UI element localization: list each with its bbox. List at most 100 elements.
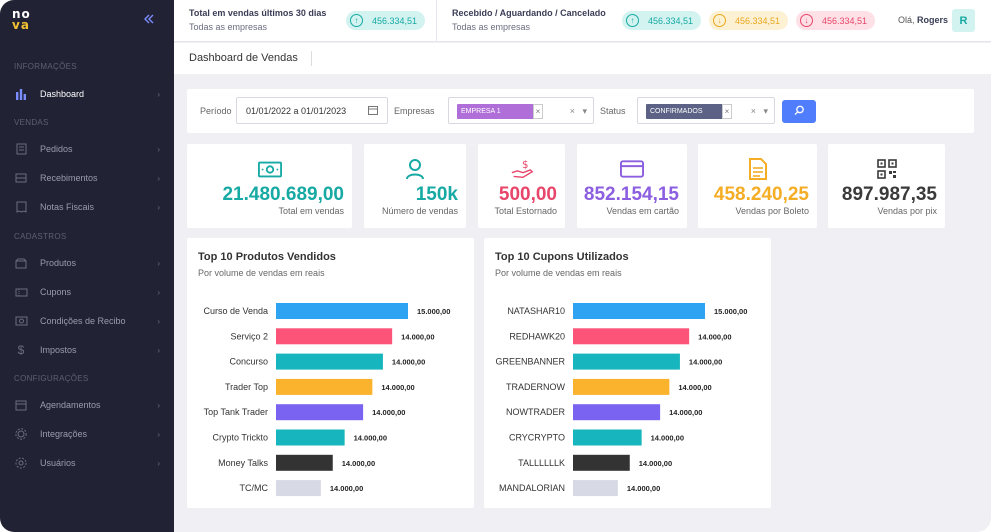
sidebar-item-impostos[interactable]: $ Impostos › — [14, 342, 160, 358]
logo-top: no — [12, 7, 31, 21]
calendar-icon[interactable] — [368, 105, 378, 118]
kpi-value: 500,00 — [498, 184, 557, 205]
kpi-sales-count: 150k Número de vendas — [364, 144, 466, 228]
companies-select[interactable]: EMPRESA 1 × × ▾ — [448, 97, 594, 124]
sidebar-item-label: Agendamentos — [40, 400, 101, 410]
avatar[interactable]: R — [952, 9, 975, 32]
clear-icon[interactable]: × — [569, 106, 575, 116]
top-bar: Total em vendas últimos 30 dias Todas as… — [174, 0, 991, 42]
bar[interactable] — [276, 378, 373, 395]
logo[interactable]: no va — [12, 7, 38, 33]
received-summary-subtitle: Todas as empresas — [452, 22, 531, 32]
bar[interactable] — [276, 353, 383, 370]
bar[interactable] — [573, 404, 661, 421]
kpi-value: 852.154,15 — [583, 184, 679, 205]
chevron-right-icon: › — [157, 429, 160, 439]
bar-category-label: Money Talks — [218, 458, 268, 468]
bar-chart-icon — [14, 88, 28, 100]
bar[interactable] — [276, 480, 321, 497]
bar-category-label: Concurso — [229, 357, 268, 367]
bar-category-label: TC/MC — [240, 483, 269, 493]
chart-subtitle: Por volume de vendas em reais — [198, 268, 325, 278]
sidebar-item-usuarios[interactable]: Usuários › — [14, 455, 160, 471]
page-title: Dashboard de Vendas — [189, 52, 298, 64]
close-icon[interactable]: × — [722, 104, 732, 119]
kpi-value: 21.480.689,00 — [222, 184, 344, 205]
close-icon[interactable]: × — [533, 104, 543, 119]
received-pill: ↑ 456.334,51 — [622, 11, 702, 30]
divider — [436, 0, 437, 42]
bar[interactable] — [276, 429, 345, 446]
chevron-down-icon[interactable]: ▾ — [582, 106, 587, 116]
calendar-icon — [14, 399, 28, 411]
chevron-right-icon: › — [157, 202, 160, 212]
users-icon — [14, 457, 28, 469]
sidebar-item-notas-fiscais[interactable]: Notas Fiscais › — [14, 199, 160, 215]
sidebar-item-pedidos[interactable]: Pedidos › — [14, 141, 160, 157]
receipt-icon — [14, 201, 28, 213]
user-name: Rogers — [917, 15, 949, 25]
clear-icon[interactable]: × — [750, 106, 756, 116]
sidebar-item-label: Impostos — [40, 345, 77, 355]
sidebar-item-recebimentos[interactable]: Recebimentos › — [14, 170, 160, 186]
received-summary: Recebido / Aguardando / Cancelado Todas … — [452, 8, 606, 32]
bar[interactable] — [573, 303, 705, 319]
sidebar-item-produtos[interactable]: Produtos › — [14, 255, 160, 271]
period-date-input[interactable]: 01/01/2022 a 01/01/2023 — [236, 97, 388, 124]
bar[interactable] — [573, 454, 630, 471]
bar-category-label: NOWTRADER — [506, 407, 565, 417]
bar-value-label: 14.000,00 — [627, 484, 660, 493]
bar-category-label: NATASHAR10 — [507, 306, 565, 316]
sidebar-item-agendamentos[interactable]: Agendamentos › — [14, 397, 160, 413]
bar-category-label: TALLLLLLK — [518, 458, 565, 468]
cash-icon — [14, 315, 28, 327]
bar-value-label: 14.000,00 — [651, 434, 684, 443]
kpi-label: Vendas por pix — [877, 206, 937, 216]
section-informacoes: INFORMAÇÕES — [14, 62, 77, 71]
sales-summary-subtitle: Todas as empresas — [189, 22, 268, 32]
sidebar-item-cupons[interactable]: Cupons › — [14, 284, 160, 300]
bar-value-label: 14.000,00 — [401, 332, 434, 341]
kpi-label: Vendas em cartão — [606, 206, 679, 216]
bar[interactable] — [276, 404, 364, 421]
bar[interactable] — [573, 480, 618, 497]
sidebar-item-integracoes[interactable]: Integrações › — [14, 426, 160, 442]
bar-value-label: 15.000,00 — [417, 307, 450, 316]
company-tag-label: EMPRESA 1 — [461, 108, 501, 115]
bar[interactable] — [276, 454, 333, 471]
kpi-value: 897.987,35 — [841, 184, 937, 205]
bar[interactable] — [573, 353, 680, 370]
kpi-card-sales: 852.154,15 Vendas em cartão — [577, 144, 687, 228]
chart-subtitle: Por volume de vendas em reais — [495, 268, 622, 278]
sidebar-item-dashboard[interactable]: Dashboard › — [14, 86, 160, 102]
bar[interactable] — [276, 328, 393, 345]
status-select[interactable]: CONFIRMADOS × × ▾ — [637, 97, 775, 124]
kpi-refunded: $ 500,00 Total Estornado — [478, 144, 565, 228]
bar[interactable] — [573, 429, 642, 446]
chevron-down-icon[interactable]: ▾ — [763, 106, 768, 116]
bar[interactable] — [573, 378, 670, 395]
section-vendas: VENDAS — [14, 118, 49, 127]
sales-value-pill: ↑ 456.334,51 — [346, 11, 426, 30]
chevron-right-icon: › — [157, 144, 160, 154]
sidebar-item-condicoes-de-recibo[interactable]: Condições de Recibo › — [14, 313, 160, 329]
chevrons-left-icon[interactable] — [142, 12, 156, 28]
company-tag: EMPRESA 1 × — [457, 104, 543, 119]
bar-category-label: Serviço 2 — [230, 331, 268, 341]
filter-bar: Período 01/01/2022 a 01/01/2023 Empresas… — [187, 89, 974, 133]
bar-value-label: 14.000,00 — [381, 383, 414, 392]
bar[interactable] — [276, 303, 408, 319]
sidebar-item-label: Dashboard — [40, 89, 85, 99]
qr-code-icon — [875, 158, 899, 180]
companies-label: Empresas — [394, 106, 435, 116]
arrow-up-circle-icon: ↑ — [350, 14, 363, 27]
bar[interactable] — [573, 328, 690, 345]
bar-category-label: REDHAWK20 — [509, 331, 565, 341]
refund-icon: $ — [510, 158, 534, 180]
sidebar-item-label: Integrações — [40, 429, 88, 439]
kpi-label: Total em vendas — [278, 206, 344, 216]
bar-value-label: 14.000,00 — [678, 383, 711, 392]
section-configuracoes: CONFIGURAÇÕES — [14, 374, 89, 383]
search-button[interactable] — [782, 100, 816, 123]
